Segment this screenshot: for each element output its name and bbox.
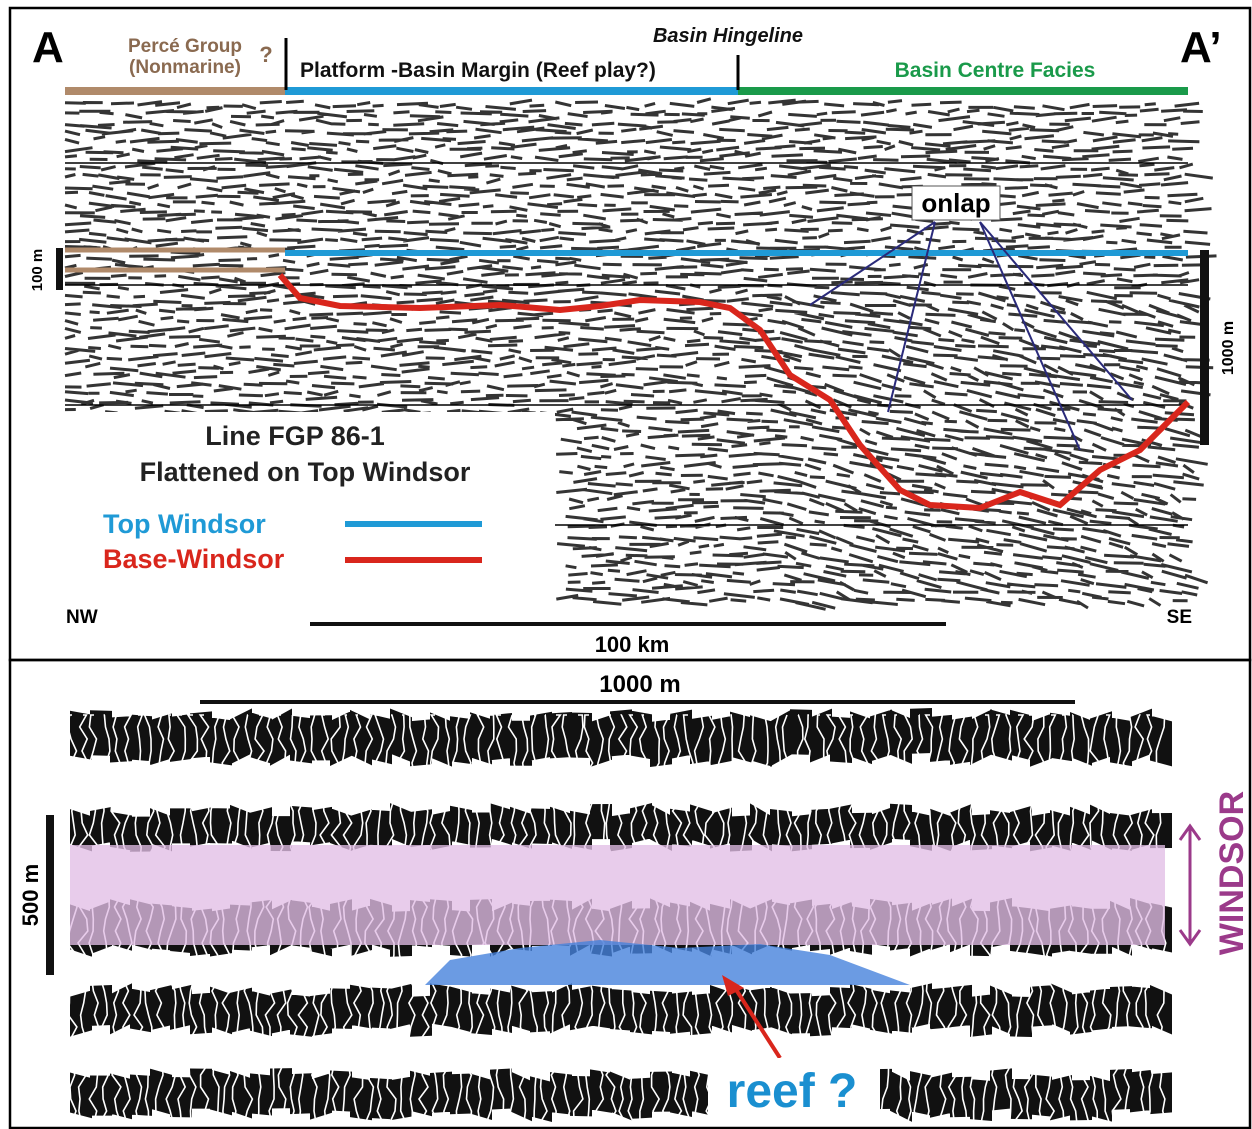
base-windsor-line [277,273,1191,512]
end-label: SE [1167,607,1192,628]
scale-label: 500 m [18,864,43,926]
scale-bar [46,815,54,975]
onlap-label: onlap [921,188,990,218]
scale-bar [56,248,63,290]
horizon-lines [65,162,1188,526]
callout-box [708,1058,880,1122]
reef-arrowhead [722,975,744,996]
zone-label: Basin Centre Facies [895,59,1096,82]
section-start: A [32,23,64,72]
windsor-arrow [1178,823,1202,947]
scale-label: 1000 m [599,671,680,698]
scale-label: 100 m [29,249,46,292]
windsor-band [70,845,1165,945]
legend-subtitle: Flattened on Top Windsor [140,457,471,487]
seismic-top [64,97,1217,611]
legend-item: Base-Windsor [103,544,285,574]
zone-label: (Nonmarine) [129,57,241,78]
zone-label: Percé Group [128,36,242,57]
zone-bar-platform [285,87,738,95]
onlap-box [911,185,1001,221]
scale-bar [1200,250,1209,445]
section-end: A’ [1180,23,1222,72]
callout-label: reef ? [727,1065,858,1118]
unit-label: WINDSOR [1213,791,1251,955]
zone-query: ? [259,42,272,67]
hingeline-label: Basin Hingeline [653,25,803,47]
scale-label: 1000 m [1220,321,1237,375]
distance-scale-label: 100 km [595,632,670,657]
end-label: NW [66,607,98,628]
seismic-trace [64,97,1217,611]
reef-arrow [733,986,782,1060]
legend-item: Top Windsor [103,509,266,539]
reef-outline [425,940,910,985]
zone-bar-basin [738,87,1188,95]
zone-bar-nonmarine [65,87,285,95]
legend-title: Line FGP 86-1 [205,421,385,451]
onlap-lines [809,221,1133,451]
panel-border [8,658,1252,1129]
zone-label: Platform -Basin Margin (Reef play?) [300,59,656,82]
legend-box [62,412,555,600]
